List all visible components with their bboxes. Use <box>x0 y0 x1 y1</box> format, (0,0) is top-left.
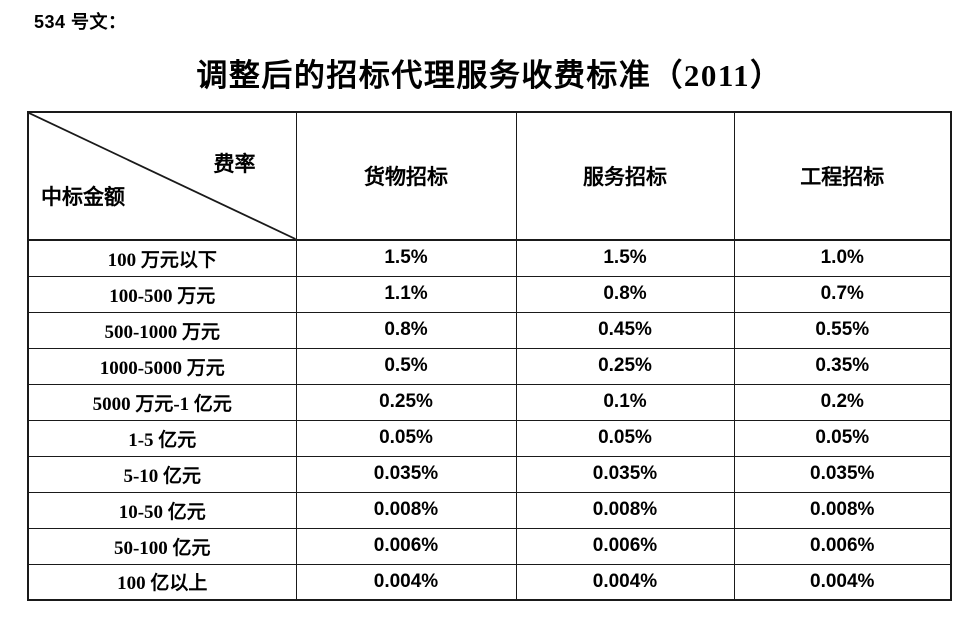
goods-rate-cell: 0.008% <box>295 491 517 529</box>
goods-rate-cell: 1.5% <box>295 239 517 277</box>
amount-cell: 1-5 亿元 <box>27 419 297 457</box>
amount-cell: 10-50 亿元 <box>27 491 297 529</box>
goods-rate-cell: 0.05% <box>295 419 517 457</box>
table-row: 10-50 亿元 0.008% 0.008% 0.008% <box>27 491 952 529</box>
table-row: 100 亿以上 0.004% 0.004% 0.004% <box>27 563 952 601</box>
amount-cell: 5-10 亿元 <box>27 455 297 493</box>
amount-cell: 5000 万元-1 亿元 <box>27 383 297 421</box>
table-row: 5-10 亿元 0.035% 0.035% 0.035% <box>27 455 952 493</box>
engineering-rate-cell: 0.008% <box>733 491 952 529</box>
service-rate-cell: 0.05% <box>515 419 735 457</box>
service-rate-cell: 0.25% <box>515 347 735 385</box>
engineering-rate-cell: 1.0% <box>733 239 952 277</box>
table-row: 5000 万元-1 亿元 0.25% 0.1% 0.2% <box>27 383 952 421</box>
engineering-rate-cell: 0.7% <box>733 275 952 313</box>
corner-cell: 费率 中标金额 <box>27 111 297 241</box>
engineering-rate-cell: 0.35% <box>733 347 952 385</box>
amount-cell: 100 万元以下 <box>27 239 297 277</box>
service-rate-cell: 1.5% <box>515 239 735 277</box>
goods-rate-cell: 0.004% <box>295 563 517 601</box>
service-rate-cell: 0.008% <box>515 491 735 529</box>
column-header-goods: 货物招标 <box>295 111 517 241</box>
amount-cell: 100 亿以上 <box>27 563 297 601</box>
goods-rate-cell: 0.006% <box>295 527 517 565</box>
table-row: 100 万元以下 1.5% 1.5% 1.0% <box>27 239 952 277</box>
goods-rate-cell: 0.035% <box>295 455 517 493</box>
amount-cell: 50-100 亿元 <box>27 527 297 565</box>
table-row: 50-100 亿元 0.006% 0.006% 0.006% <box>27 527 952 565</box>
table-header-row: 费率 中标金额 货物招标 服务招标 工程招标 <box>27 111 952 241</box>
goods-rate-cell: 0.8% <box>295 311 517 349</box>
diagonal-line <box>29 113 296 239</box>
engineering-rate-cell: 0.035% <box>733 455 952 493</box>
service-rate-cell: 0.45% <box>515 311 735 349</box>
fee-table: 费率 中标金额 货物招标 服务招标 工程招标 100 万元以下 1.5% 1.5… <box>27 111 952 601</box>
page-title: 调整后的招标代理服务收费标准（2011） <box>196 58 783 93</box>
table-row: 1-5 亿元 0.05% 0.05% 0.05% <box>27 419 952 457</box>
column-header-service: 服务招标 <box>515 111 735 241</box>
service-rate-cell: 0.004% <box>515 563 735 601</box>
goods-rate-cell: 0.5% <box>295 347 517 385</box>
engineering-rate-cell: 0.004% <box>733 563 952 601</box>
amount-cell: 1000-5000 万元 <box>27 347 297 385</box>
service-rate-cell: 0.006% <box>515 527 735 565</box>
table-row: 100-500 万元 1.1% 0.8% 0.7% <box>27 275 952 313</box>
doc-number: 534 号文： <box>34 12 127 32</box>
service-rate-cell: 0.035% <box>515 455 735 493</box>
engineering-rate-cell: 0.55% <box>733 311 952 349</box>
service-rate-cell: 0.1% <box>515 383 735 421</box>
engineering-rate-cell: 0.006% <box>733 527 952 565</box>
goods-rate-cell: 1.1% <box>295 275 517 313</box>
engineering-rate-cell: 0.05% <box>733 419 952 457</box>
amount-cell: 500-1000 万元 <box>27 311 297 349</box>
corner-rate-label: 费率 <box>213 152 256 176</box>
table-row: 1000-5000 万元 0.5% 0.25% 0.35% <box>27 347 952 385</box>
table-row: 500-1000 万元 0.8% 0.45% 0.55% <box>27 311 952 349</box>
service-rate-cell: 0.8% <box>515 275 735 313</box>
corner-amount-label: 中标金额 <box>41 185 125 209</box>
column-header-engineering: 工程招标 <box>733 111 952 241</box>
goods-rate-cell: 0.25% <box>295 383 517 421</box>
amount-cell: 100-500 万元 <box>27 275 297 313</box>
engineering-rate-cell: 0.2% <box>733 383 952 421</box>
